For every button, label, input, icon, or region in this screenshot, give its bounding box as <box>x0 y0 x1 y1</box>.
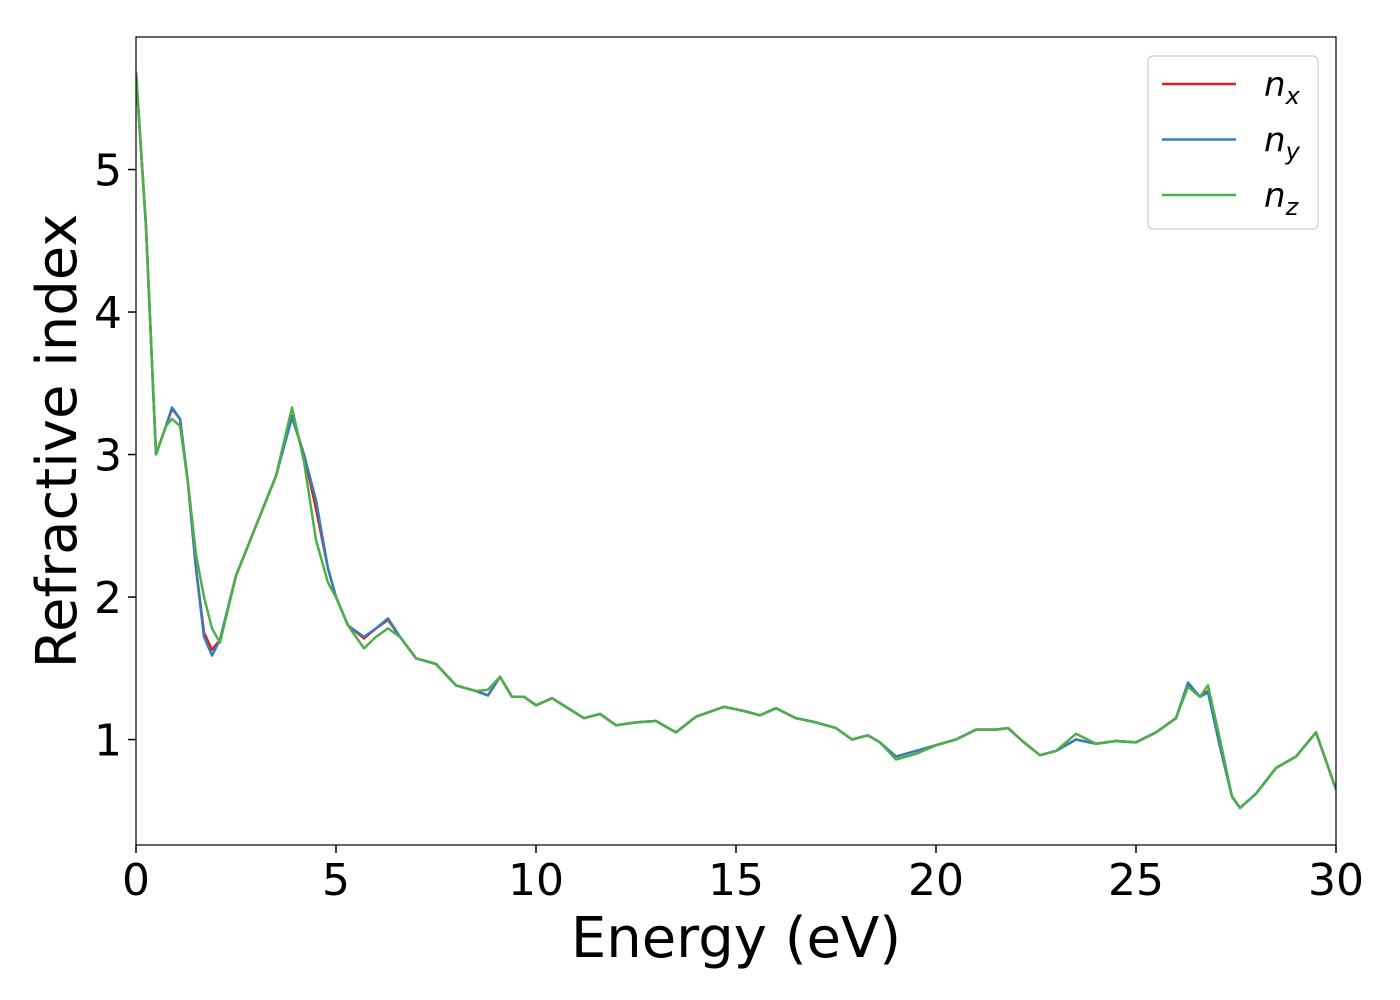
y-tick-label: 4 <box>94 288 122 339</box>
y-tick-label: 1 <box>94 716 122 767</box>
plot-lines <box>136 72 1336 810</box>
x-axis-label: Energy (eV) <box>571 906 901 971</box>
x-tick-label: 10 <box>508 855 564 906</box>
x-tick-label: 15 <box>708 855 764 906</box>
legend-label: nz <box>1264 176 1300 221</box>
y-tick-label: 2 <box>94 573 122 624</box>
series-line <box>136 72 1336 810</box>
x-tick-label: 30 <box>1308 855 1364 906</box>
plot-frame <box>135 36 1337 846</box>
legend-label: ny <box>1264 121 1301 166</box>
y-tick-label: 3 <box>94 431 122 482</box>
legend-box <box>1147 55 1319 230</box>
x-tick-label: 5 <box>322 855 350 906</box>
y-tick-label: 5 <box>94 146 122 197</box>
y-axis-label: Refractive index <box>25 214 90 669</box>
x-tick-label: 20 <box>908 855 964 906</box>
x-tick-label: 0 <box>122 855 150 906</box>
x-tick-label: 25 <box>1108 855 1164 906</box>
legend-label: nx <box>1264 65 1301 110</box>
